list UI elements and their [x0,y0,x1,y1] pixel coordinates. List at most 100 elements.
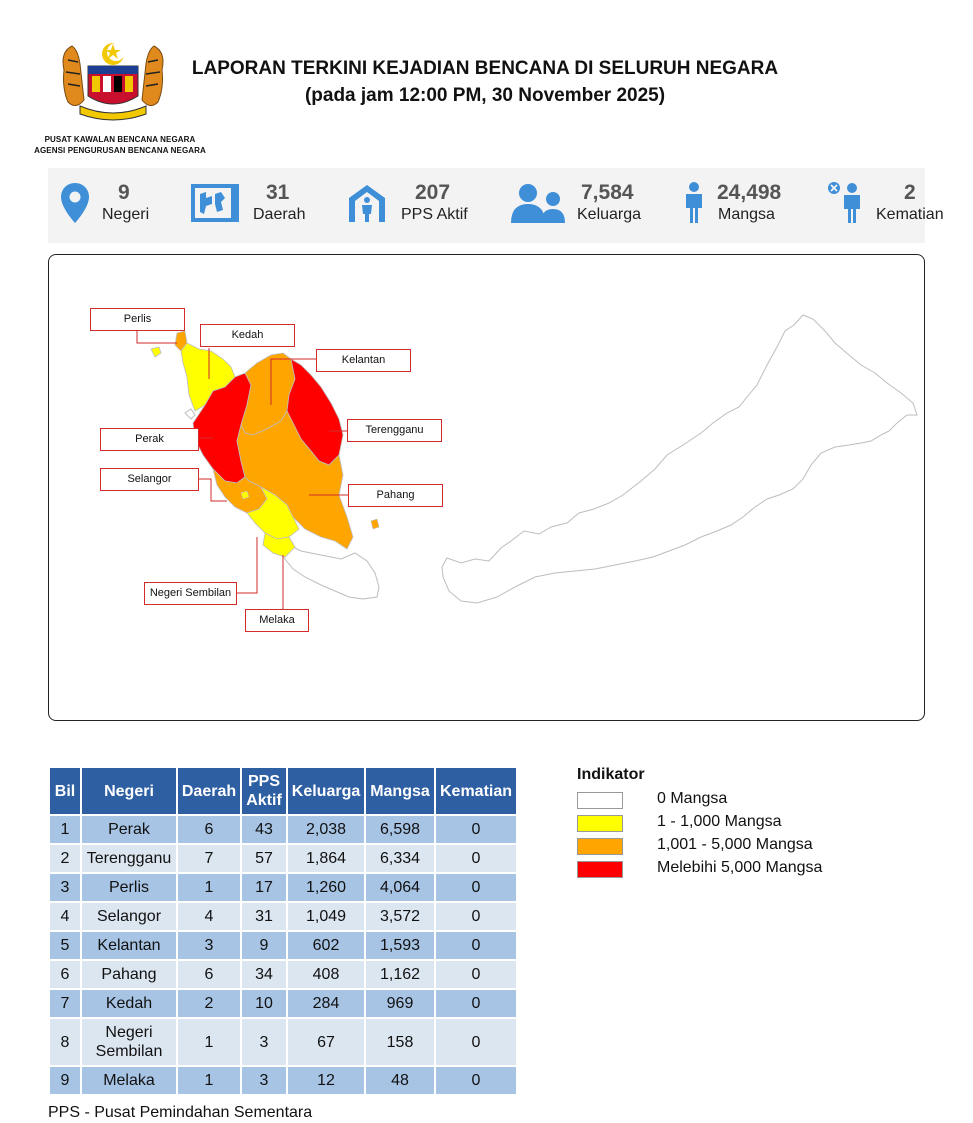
cell-bil: 2 [50,845,80,872]
cell-mangsa: 6,598 [366,816,434,843]
stat-keluarga-label: Keluarga [577,206,642,223]
cell-daerah: 4 [178,903,240,930]
title-subtitle: (pada jam 12:00 PM, 30 November 2025) [304,85,666,106]
cell-mangsa: 48 [366,1067,434,1094]
cell-keluarga: 1,864 [288,845,364,872]
col-kematian: Kematian [436,768,516,814]
table-row: 5 Kelantan 3 9 602 1,593 0 [50,932,516,959]
cell-kematian: 0 [436,845,516,872]
cell-mangsa: 158 [366,1019,434,1065]
callout-perak: Perak [100,428,199,451]
callout-selangor: Selangor [100,468,199,491]
cell-kematian: 0 [436,961,516,988]
cell-mangsa: 4,064 [366,874,434,901]
leader-perlis [136,331,177,344]
title-main: LAPORAN TERKINI KEJADIAN BENCANA DI SELU… [191,58,779,79]
cell-keluarga: 602 [288,932,364,959]
cell-keluarga: 408 [288,961,364,988]
legend-swatch-low [577,815,623,832]
cell-bil: 5 [50,932,80,959]
cell-daerah: 2 [178,990,240,1017]
table-row: 3 Perlis 1 17 1,260 4,064 0 [50,874,516,901]
legend-item: 0 Mangsa [577,790,727,813]
callout-kelantan: Kelantan [316,349,411,372]
legend-swatch-high [577,861,623,878]
legend-item: Melebihi 5,000 Mangsa [577,859,822,882]
cell-mangsa: 3,572 [366,903,434,930]
cell-bil: 1 [50,816,80,843]
legend-label: 0 Mangsa [657,790,728,807]
cell-kematian: 0 [436,903,516,930]
callout-kedah: Kedah [200,324,295,347]
legend-label: 1 - 1,000 Mangsa [657,813,782,830]
stat-kematian-label: Kematian [876,206,944,223]
legend-label: 1,001 - 5,000 Mangsa [657,836,813,853]
callout-melaka: Melaka [245,609,309,632]
cell-pps-aktif: 34 [242,961,286,988]
stat-negeri-value: 9 [118,181,130,204]
stat-daerah-label: Daerah [253,206,306,223]
cell-keluarga: 1,260 [288,874,364,901]
callout-negeri-sembilan: Negeri Sembilan [144,582,237,605]
cell-mangsa: 969 [366,990,434,1017]
district-map-icon [191,184,239,222]
callout-leaders [136,331,348,610]
cell-negeri: Selangor [82,903,176,930]
stat-negeri-label: Negeri [102,206,150,223]
col-mangsa: Mangsa [366,768,434,814]
cell-daerah: 6 [178,961,240,988]
cell-keluarga: 1,049 [288,903,364,930]
col-negeri: Negeri [82,768,176,814]
cell-negeri: Kelantan [82,932,176,959]
legend-item: 1 - 1,000 Mangsa [577,813,782,836]
cell-kematian: 0 [436,1019,516,1065]
col-daerah: Daerah [178,768,240,814]
table-row: 2 Terengganu 7 57 1,864 6,334 0 [50,845,516,872]
map-legend: Indikator 0 Mangsa 1 - 1,000 Mangsa 1,00… [577,766,822,882]
cell-daerah: 3 [178,932,240,959]
cell-negeri: Pahang [82,961,176,988]
col-pps-aktif: PPS Aktif [242,768,286,814]
table-header-row: Bil Negeri Daerah PPS Aktif Keluarga Man… [50,768,516,814]
family-icon [511,184,565,223]
org-line-2: AGENSI PENGURUSAN BENCANA NEGARA [34,146,206,155]
leader-kelantan [270,358,316,405]
cell-keluarga: 12 [288,1067,364,1094]
shelter-icon [349,185,385,222]
stat-daerah-value: 31 [266,181,290,204]
region-kuala-lumpur [240,490,250,500]
cell-daerah: 6 [178,816,240,843]
col-keluarga: Keluarga [288,768,364,814]
cell-pps-aktif: 43 [242,816,286,843]
organization-name: PUSAT KAWALAN BENCANA NEGARA AGENSI PENG… [20,134,220,156]
cell-negeri: Negeri Sembilan [82,1019,176,1065]
cell-bil: 7 [50,990,80,1017]
cell-keluarga: 2,038 [288,816,364,843]
cell-bil: 3 [50,874,80,901]
cell-mangsa: 1,162 [366,961,434,988]
region-sabah-sarawak [441,314,918,604]
legend-swatch-none [577,792,623,809]
region-tioman [370,518,380,530]
stat-pps-aktif-value: 207 [415,181,451,204]
legend-swatch-mid [577,838,623,855]
region-melaka [262,532,296,558]
callout-pahang: Pahang [348,484,443,507]
cell-kematian: 0 [436,816,516,843]
footnote: PPS - Pusat Pemindahan Sementara [48,1104,313,1121]
location-pin-icon [61,183,89,223]
cell-pps-aktif: 31 [242,903,286,930]
report-title: LAPORAN TERKINI KEJADIAN BENCANA DI SELU… [150,55,820,109]
cell-negeri: Perak [82,816,176,843]
cell-negeri: Terengganu [82,845,176,872]
malaysia-coat-of-arms-logo [58,40,168,122]
cell-pps-aktif: 9 [242,932,286,959]
cell-kematian: 0 [436,990,516,1017]
col-bil: Bil [50,768,80,814]
cell-pps-aktif: 17 [242,874,286,901]
cell-negeri: Melaka [82,1067,176,1094]
cell-negeri: Perlis [82,874,176,901]
callout-terengganu: Terengganu [347,419,442,442]
cell-keluarga: 284 [288,990,364,1017]
legend-item: 1,001 - 5,000 Mangsa [577,836,813,859]
